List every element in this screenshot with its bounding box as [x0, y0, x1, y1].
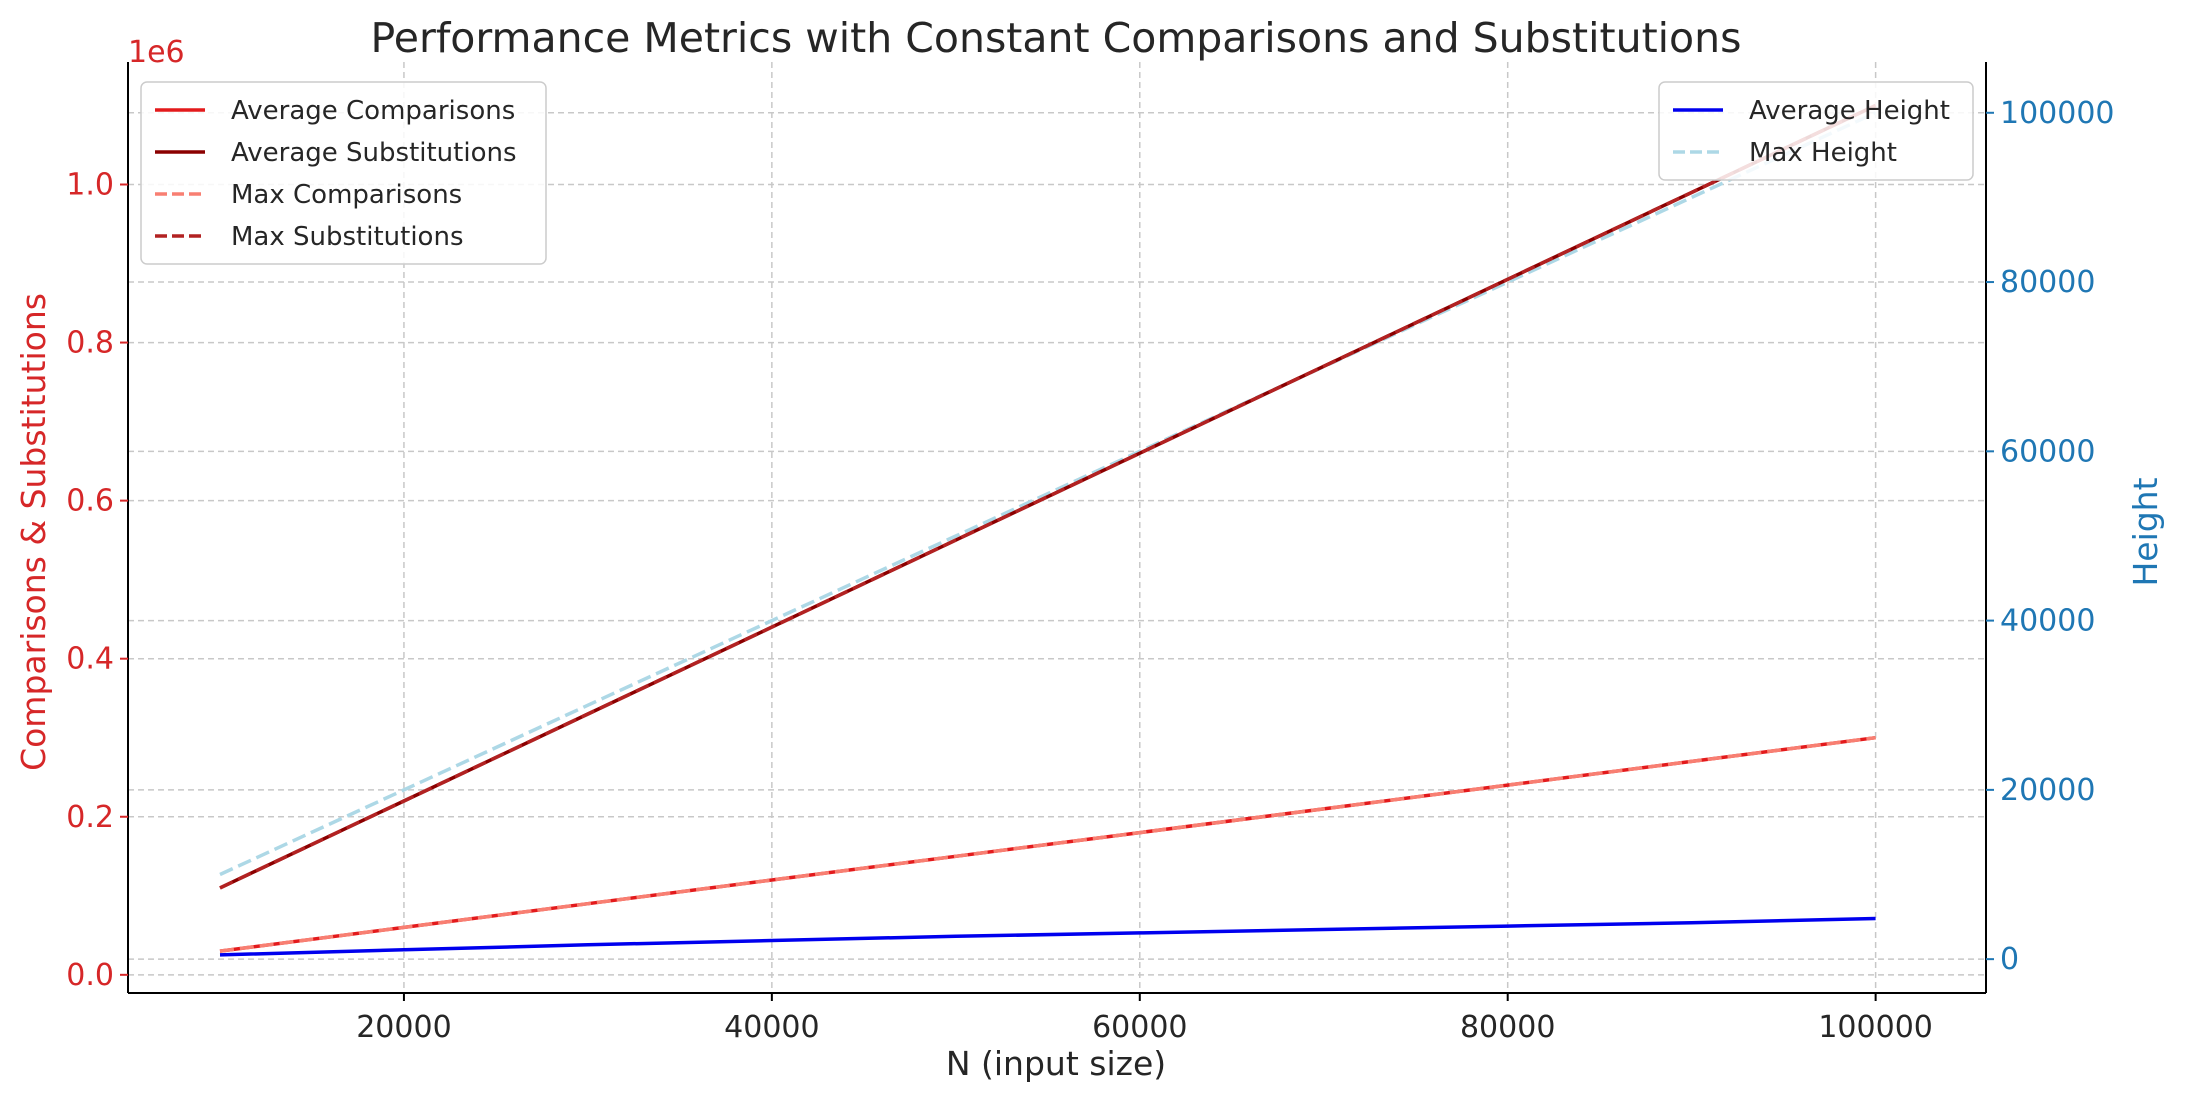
legend-label-max-comparisons: Max Comparisons — [231, 180, 462, 210]
x-tick-label: 40000 — [724, 1010, 819, 1045]
y-left-tick-label: 0.4 — [66, 642, 114, 677]
legend-label-max-height: Max Height — [1749, 138, 1897, 168]
legend-label-average-comparisons: Average Comparisons — [231, 96, 515, 126]
x-tick-label: 100000 — [1818, 1010, 1933, 1045]
y-left-tick-label: 0.8 — [66, 326, 114, 361]
y-axis-left-multiplier: 1e6 — [128, 35, 185, 70]
series-line-average-height — [219, 916, 1876, 957]
y-axis-right-label: Height — [2126, 477, 2165, 586]
legend-layer: Average Comparisons Average Substitutions… — [140, 81, 1974, 265]
legend-label-max-substitutions: Max Substitutions — [231, 222, 464, 252]
y-left-tick-label: 0.6 — [66, 484, 114, 519]
y-right-tick-label: 60000 — [2000, 434, 2095, 469]
y-right-tick-label: 40000 — [2000, 604, 2095, 639]
y-right-tick-label: 20000 — [2000, 773, 2095, 808]
y-right-tick-label: 0 — [2000, 942, 2019, 977]
y-left-tick-label: 1.0 — [66, 168, 114, 203]
series-layer — [219, 103, 1877, 957]
y-axis-left-label: Comparisons & Substitutions — [14, 293, 53, 771]
series-line-max-height — [219, 111, 1877, 877]
x-tick-label: 80000 — [1460, 1010, 1555, 1045]
legend-label-average-substitutions: Average Substitutions — [231, 138, 517, 168]
y-left-tick-label: 0.2 — [66, 800, 114, 835]
x-tick-label: 60000 — [1092, 1010, 1187, 1045]
y-right-tick-label: 100000 — [2000, 96, 2115, 131]
legend-left-box — [140, 81, 547, 265]
y-left-tick-label: 0.0 — [66, 958, 114, 993]
legend-right-box — [1658, 81, 1974, 181]
legend-label-average-height: Average Height — [1749, 96, 1950, 126]
axes-layer: 20000 40000 60000 80000 100000 0.0 0.2 0.4 0.6 0.… — [66, 62, 2115, 1045]
y-right-tick-label: 80000 — [2000, 265, 2095, 300]
series-line-max-substitutions — [219, 103, 1877, 890]
x-tick-label: 20000 — [356, 1010, 451, 1045]
chart-title: Performance Metrics with Constant Compar… — [371, 14, 1742, 62]
series-line-max-comparisons — [219, 735, 1876, 953]
x-axis-label: N (input size) — [946, 1044, 1166, 1083]
